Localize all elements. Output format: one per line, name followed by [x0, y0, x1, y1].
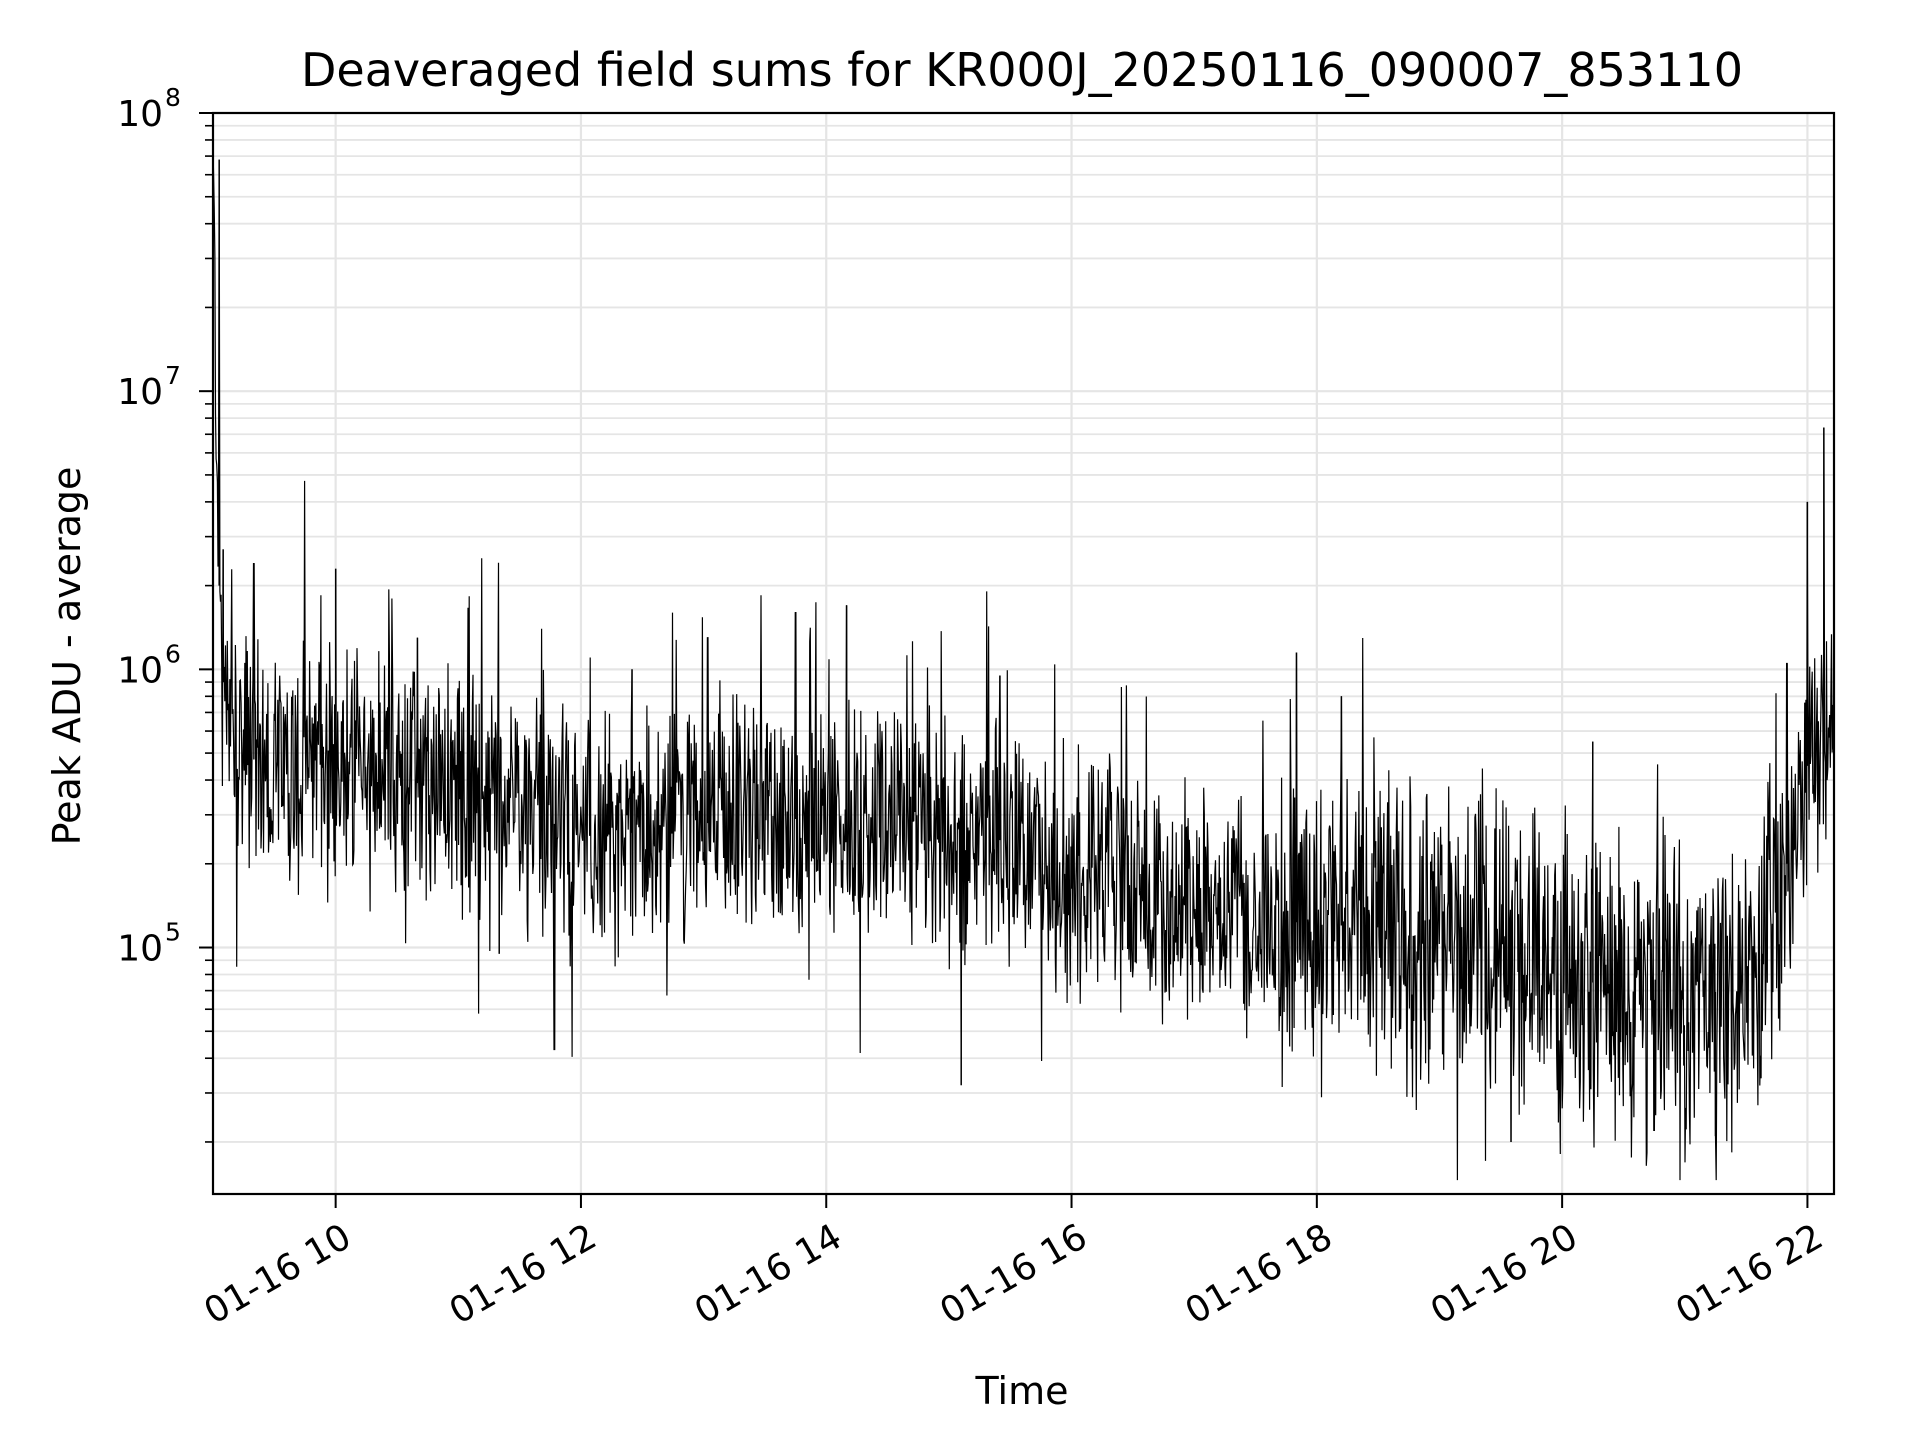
y-tick-exponent: 6	[165, 639, 181, 668]
x-axis-label: Time	[975, 1369, 1069, 1413]
chart-title: Deaveraged field sums for KR000J_2025011…	[301, 43, 1743, 97]
plot-frame	[211, 111, 1836, 1196]
y-tick-exponent: 5	[165, 918, 181, 947]
series-polyline	[212, 148, 1835, 1181]
y-tick-exponent: 8	[165, 83, 181, 112]
y-tick-base: 10	[117, 650, 163, 691]
y-tick-base: 10	[117, 929, 163, 970]
y-tick-label: 10 5	[117, 918, 181, 970]
y-axis-label: Peak ADU - average	[45, 467, 89, 846]
y-tick-label: 10 6	[117, 639, 181, 691]
y-tick-base: 10	[117, 372, 163, 413]
series-line	[212, 148, 1835, 1181]
y-tick-label: 10 8	[117, 83, 181, 135]
y-tick-base: 10	[117, 94, 163, 135]
y-tick-label: 10 7	[117, 361, 181, 413]
y-tick-exponent: 7	[165, 361, 181, 390]
